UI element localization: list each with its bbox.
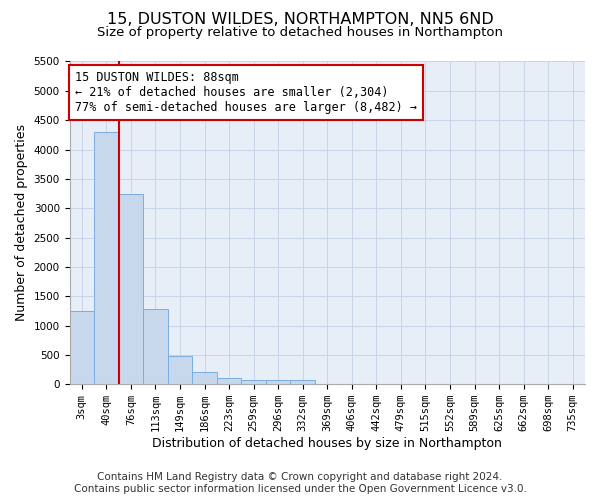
Y-axis label: Number of detached properties: Number of detached properties: [15, 124, 28, 322]
Bar: [70, 311, 94, 384]
Bar: [143, 309, 168, 384]
Bar: [266, 380, 290, 384]
Bar: [94, 132, 119, 384]
Text: Size of property relative to detached houses in Northampton: Size of property relative to detached ho…: [97, 26, 503, 39]
Bar: [168, 356, 192, 384]
X-axis label: Distribution of detached houses by size in Northampton: Distribution of detached houses by size …: [152, 437, 502, 450]
Bar: [241, 380, 266, 384]
Bar: [119, 194, 143, 384]
Text: Contains HM Land Registry data © Crown copyright and database right 2024.
Contai: Contains HM Land Registry data © Crown c…: [74, 472, 526, 494]
Text: 15, DUSTON WILDES, NORTHAMPTON, NN5 6ND: 15, DUSTON WILDES, NORTHAMPTON, NN5 6ND: [107, 12, 493, 28]
Text: 15 DUSTON WILDES: 88sqm
← 21% of detached houses are smaller (2,304)
77% of semi: 15 DUSTON WILDES: 88sqm ← 21% of detache…: [74, 71, 416, 114]
Bar: [217, 378, 241, 384]
Bar: [290, 380, 315, 384]
Bar: [192, 372, 217, 384]
